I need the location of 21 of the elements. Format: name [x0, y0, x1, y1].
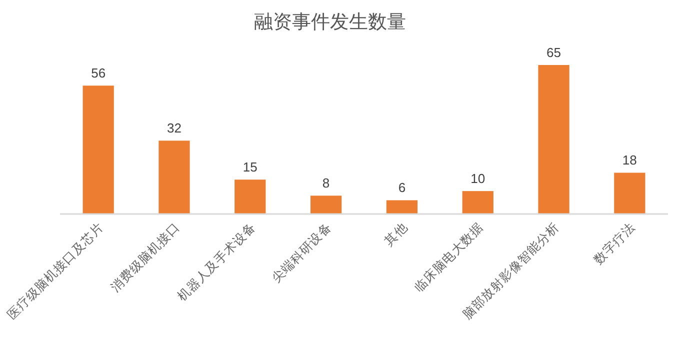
data-label: 65 — [546, 45, 561, 60]
data-label: 18 — [622, 152, 637, 168]
x-tick-label: 医疗级脑机接口及芯片 — [4, 220, 106, 322]
bar — [386, 200, 418, 214]
data-label: 15 — [242, 160, 258, 175]
bar — [310, 196, 342, 214]
bar — [462, 191, 494, 214]
x-tick-label: 其他 — [381, 220, 410, 249]
bar — [82, 86, 114, 214]
data-label: 56 — [91, 66, 106, 81]
bar — [538, 65, 570, 214]
data-label: 32 — [167, 120, 182, 136]
data-label: 6 — [398, 180, 406, 196]
bar — [158, 140, 190, 214]
bar — [234, 180, 266, 214]
bar — [614, 172, 646, 214]
chart-title: 融资事件发生数量 — [254, 11, 406, 33]
x-tick-label: 数字疗法 — [590, 220, 638, 267]
x-tick-label: 尖端科研设备 — [268, 220, 334, 286]
data-label: 10 — [470, 171, 486, 186]
data-label: 8 — [322, 176, 330, 191]
